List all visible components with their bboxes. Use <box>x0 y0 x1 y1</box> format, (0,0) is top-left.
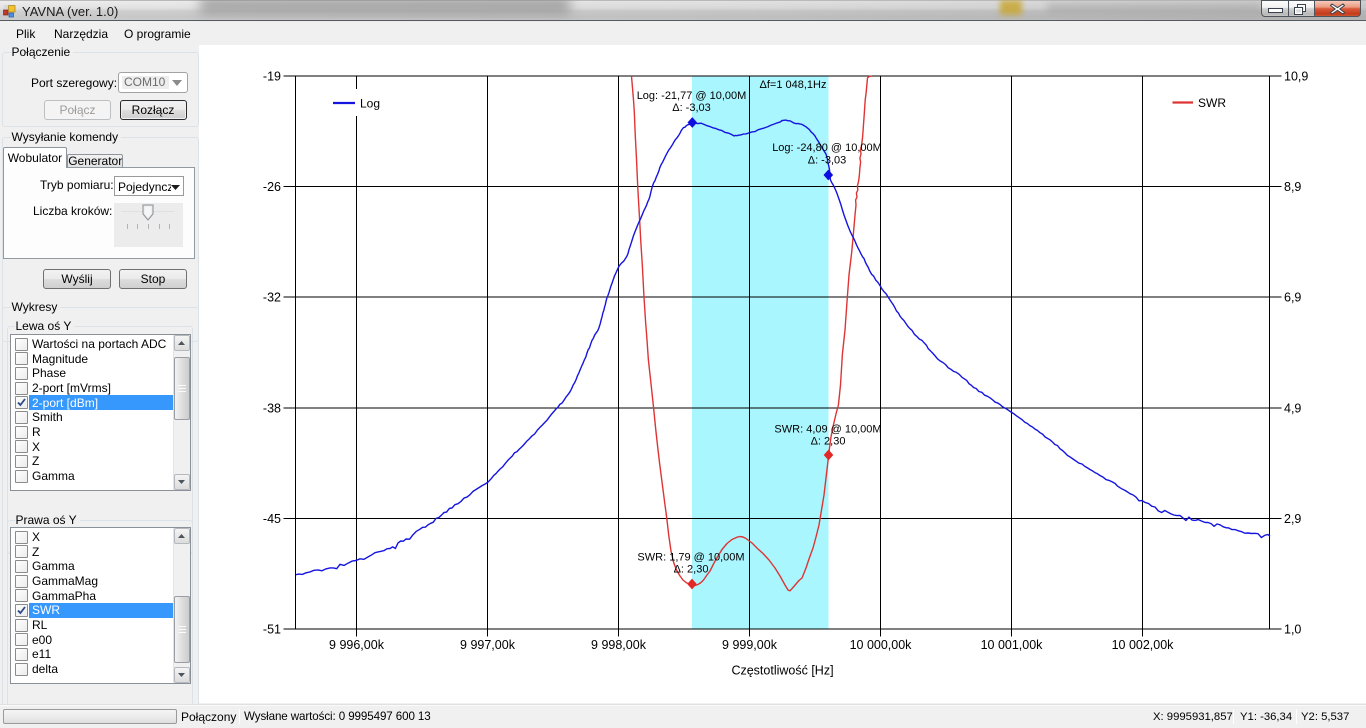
svg-text:Δf=1 048,1Hz: Δf=1 048,1Hz <box>760 79 827 91</box>
svg-text:Δ: -3,03: Δ: -3,03 <box>672 102 711 114</box>
svg-text:8,9: 8,9 <box>1284 180 1301 194</box>
svg-text:Δ: 2,30: Δ: 2,30 <box>674 564 709 576</box>
svg-text:Log: Log <box>360 97 380 111</box>
svg-text:Δ: -3,03: Δ: -3,03 <box>808 155 847 167</box>
svg-text:9 999,00k: 9 999,00k <box>722 638 778 652</box>
svg-text:9 997,00k: 9 997,00k <box>460 638 516 652</box>
svg-text:10 001,00k: 10 001,00k <box>981 638 1044 652</box>
svg-text:-32: -32 <box>263 291 281 305</box>
svg-text:1,0: 1,0 <box>1284 623 1301 637</box>
svg-text:10 002,00k: 10 002,00k <box>1112 638 1175 652</box>
svg-text:-51: -51 <box>263 623 281 637</box>
svg-text:2,9: 2,9 <box>1284 512 1301 526</box>
svg-text:-26: -26 <box>263 180 281 194</box>
svg-text:Log: -24,80 @ 10,00M: Log: -24,80 @ 10,00M <box>772 142 882 154</box>
svg-text:SWR: 4,09 @ 10,00M: SWR: 4,09 @ 10,00M <box>774 424 881 436</box>
svg-text:SWR: SWR <box>1198 96 1226 110</box>
svg-text:SWR: 1,79 @ 10,00M: SWR: 1,79 @ 10,00M <box>637 552 744 564</box>
svg-text:-45: -45 <box>263 512 281 526</box>
svg-text:-38: -38 <box>263 401 281 415</box>
svg-text:6,9: 6,9 <box>1284 291 1301 305</box>
svg-text:-19: -19 <box>263 70 281 84</box>
svg-text:9 998,00k: 9 998,00k <box>591 638 647 652</box>
svg-text:Częstotliwość [Hz]: Częstotliwość [Hz] <box>731 664 833 678</box>
svg-text:4,9: 4,9 <box>1284 401 1301 415</box>
svg-text:10 000,00k: 10 000,00k <box>850 638 913 652</box>
svg-text:Log: -21,77 @ 10,00M: Log: -21,77 @ 10,00M <box>637 90 747 102</box>
svg-text:9 996,00k: 9 996,00k <box>329 638 385 652</box>
svg-text:Δ: 2,30: Δ: 2,30 <box>811 436 846 448</box>
svg-text:10,9: 10,9 <box>1284 70 1308 84</box>
